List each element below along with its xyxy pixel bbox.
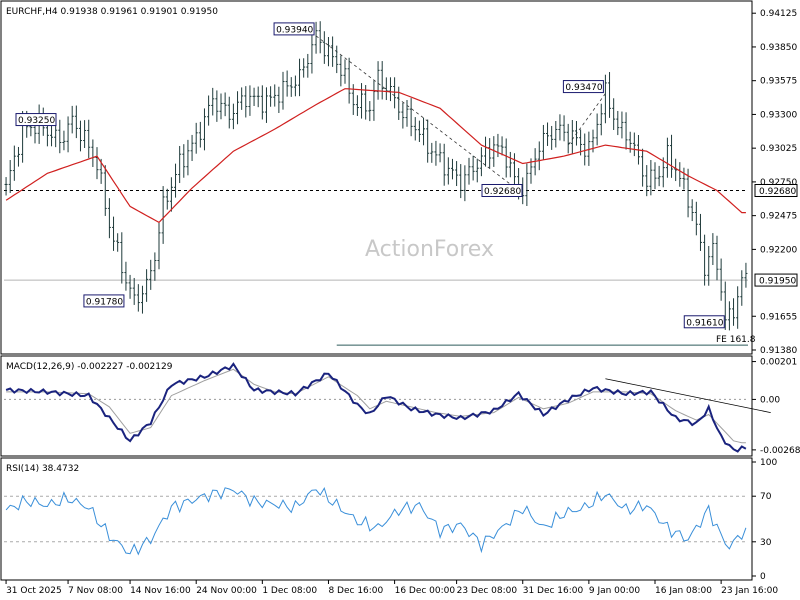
price-annotation-box [15, 113, 57, 127]
macd-line [5, 362, 747, 453]
macd-axis-label: 0.00201 [760, 358, 797, 368]
price-axis-label: 0.93300 [760, 110, 797, 120]
x-axis-label: 14 Nov 16:00 [130, 586, 191, 596]
price-annotation-box [683, 315, 725, 329]
last-price-tag-box [754, 273, 798, 287]
x-axis-label: 8 Dec 16:00 [328, 586, 383, 596]
price-axis-label: 0.91655 [760, 312, 797, 322]
price-axis-label: 0.93575 [760, 77, 797, 87]
rsi-axis-label: 100 [760, 458, 777, 468]
price-panel-title: EURCHF,H4 0.91938 0.91961 0.91901 0.9195… [6, 7, 218, 17]
rsi-plot [4, 486, 748, 556]
rsi-line [5, 486, 747, 556]
price-axis-label: 0.94125 [760, 9, 797, 19]
price-axis-label: 0.91380 [760, 346, 797, 356]
price-annotation-label: 0.91780 [86, 297, 123, 307]
price-axis-label: 0.93850 [760, 43, 797, 53]
watermark: ActionForex [365, 237, 494, 262]
price-panel-frame [0, 0, 753, 355]
price-axis-label: 0.93025 [760, 144, 797, 154]
x-axis-label: 23 Jan 16:00 [721, 586, 778, 596]
macd-plot [4, 362, 771, 453]
level-price-tag: 0.92680 [759, 187, 796, 197]
macd-trendline [605, 378, 771, 413]
macd-axis-label: 0.00 [760, 395, 780, 405]
macd-signal-line [6, 368, 746, 444]
level-price-tag-box [754, 183, 798, 197]
x-axis-label: 9 Jan 00:00 [589, 586, 641, 596]
price-annotation-box [562, 80, 604, 94]
swing-line [567, 93, 606, 146]
rsi-axis-label: 70 [760, 492, 772, 502]
fe-label: FE 161.8 [716, 335, 756, 345]
rsi-panel-frame [0, 457, 753, 581]
x-axis-label: 24 Nov 00:00 [196, 586, 257, 596]
x-axis-label: 7 Nov 08:00 [68, 586, 123, 596]
x-axis-label: 16 Jan 08:00 [655, 586, 712, 596]
x-axis-label: 23 Dec 08:00 [457, 586, 518, 596]
axes: 0.94125 0.93850 0.93575 0.93300 0.93025 0.927… [5, 9, 800, 596]
price-plot: FE 161.8 0.93250 0.91780 0.93940 0.92680 0.93… [4, 21, 756, 346]
x-axis-label: 31 Oct 2025 [6, 586, 62, 596]
price-axis-label: 0.92200 [760, 245, 797, 255]
price-annotation-box [83, 294, 125, 308]
rsi-panel-title: RSI(14) 38.4732 [6, 464, 79, 474]
x-axis-label: 16 Dec 00:00 [395, 586, 456, 596]
x-axis-label: 31 Dec 16:00 [523, 586, 584, 596]
last-price-tag: 0.91950 [759, 277, 796, 287]
moving-average-line [5, 88, 746, 224]
x-axis-label: 1 Dec 08:00 [262, 586, 317, 596]
rsi-axis-label: 30 [760, 538, 772, 548]
price-annotation-label: 0.93940 [276, 25, 313, 35]
price-axis-label: 0.92750 [760, 178, 797, 188]
price-annotation-box [481, 183, 523, 197]
rsi-axis-label: 0 [760, 572, 766, 582]
price-annotation-label: 0.92680 [484, 187, 521, 197]
price-annotation-label: 0.93470 [565, 83, 602, 93]
price-annotation-box [273, 22, 315, 36]
price-annotation-label: 0.93250 [18, 116, 55, 126]
price-annotation-label: 0.91610 [686, 318, 723, 328]
macd-panel-title: MACD(12,26,9) -0.002227 -0.002129 [6, 362, 173, 372]
swing-line [315, 35, 519, 191]
price-axis-label: 0.92475 [760, 212, 797, 222]
